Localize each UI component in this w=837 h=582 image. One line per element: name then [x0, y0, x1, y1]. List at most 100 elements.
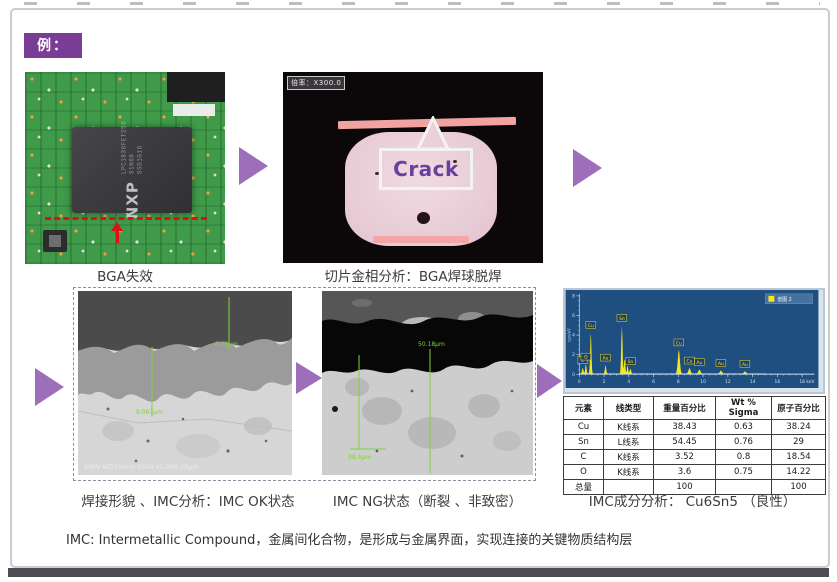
- speck: [375, 172, 379, 175]
- plot-background: [565, 290, 819, 388]
- peak-label: Sn: [616, 314, 628, 322]
- chip-brand-logo: NXP: [123, 181, 141, 220]
- chip-marking-line: SSD1G16: [136, 145, 144, 175]
- table-cell: 18.54: [771, 449, 826, 465]
- table-row: 总量 100 100: [563, 479, 826, 495]
- table-cell: K线系: [603, 464, 654, 480]
- svg-text:Au: Au: [696, 360, 702, 366]
- table-cell: 14.22: [771, 464, 826, 480]
- table-cell: 100: [771, 479, 826, 495]
- table-cell: Sn: [563, 434, 604, 450]
- top-crop-ticks: [24, 2, 820, 5]
- svg-text:6: 6: [652, 379, 655, 385]
- table-header-cell: 原子百分比: [771, 396, 826, 420]
- pcb-caption: BGA失效: [97, 269, 153, 285]
- table-cell: 3.6: [653, 464, 716, 480]
- sem-image-imc-ng: 38.4µm 50.18µm: [322, 291, 533, 475]
- bottom-divider-bar: [8, 568, 829, 577]
- peak-label: Cu: [585, 321, 596, 329]
- sem-group-border: [73, 287, 536, 481]
- flow-arrow-icon: [296, 362, 322, 394]
- table-cell: 0.63: [715, 419, 772, 435]
- table-cell: K线系: [603, 449, 654, 465]
- magnification-label: 倍率：X300.0: [287, 76, 346, 90]
- table-cell: O: [563, 464, 604, 480]
- table-cell: 29: [771, 434, 826, 450]
- svg-text:4: 4: [627, 379, 630, 385]
- svg-text:Au: Au: [742, 362, 748, 368]
- flow-arrow-icon: [573, 149, 602, 187]
- metallography-photo: 倍率：X300.0 Crack: [283, 72, 543, 263]
- metallography-caption: 切片金相分析：BGA焊球脱焊: [324, 269, 502, 285]
- sem-image-imc-ok: 8.04µm 9.067µm 20kV WD10mm SS40 x2,000 1…: [78, 291, 292, 475]
- flow-arrow-icon: [35, 368, 64, 406]
- svg-text:Au: Au: [603, 356, 609, 362]
- pad-bar-bottom: [373, 236, 469, 243]
- svg-text:4: 4: [572, 333, 575, 339]
- peak-label: Au: [600, 353, 611, 362]
- peak-label: Au: [739, 360, 751, 368]
- measurement-label: 50.18µm: [418, 341, 445, 348]
- example-badge: 例：: [24, 33, 82, 58]
- eds-spectrum-chart: 0 2 4 6 8 10 12 14 16 18 keV 0 2 4 6 8 cps/eV C O Cu Au Sn Sn C…: [563, 288, 825, 394]
- svg-text:6: 6: [572, 313, 575, 319]
- crack-pointer-icon: [415, 116, 451, 151]
- table-header-cell: 重量百分比: [653, 396, 716, 420]
- svg-text:0: 0: [578, 379, 581, 385]
- table-cell: Cu: [563, 419, 604, 435]
- table-header-cell: 元素: [563, 396, 604, 420]
- table-cell: 38.24: [771, 419, 826, 435]
- x-axis-unit: keV: [806, 379, 814, 385]
- svg-text:14: 14: [750, 379, 756, 385]
- svg-text:O: O: [584, 355, 588, 361]
- chip-marking-line: S1N69: [128, 153, 136, 175]
- crack-label: Crack: [393, 157, 459, 181]
- crack-callout: Crack: [379, 148, 473, 190]
- table-row: C K线系 3.52 0.8 18.54: [563, 449, 826, 465]
- pcb-component: [43, 230, 67, 252]
- svg-text:10: 10: [700, 379, 706, 385]
- speck: [453, 160, 457, 163]
- svg-text:谱图 2: 谱图 2: [777, 296, 791, 303]
- svg-text:8: 8: [677, 379, 680, 385]
- axes: 0 2 4 6 8 10 12 14 16 18 keV 0 2 4 6 8 cps/eV: [566, 293, 815, 385]
- flow-arrow-icon: [537, 364, 562, 398]
- svg-text:Sn: Sn: [619, 316, 625, 322]
- svg-text:16: 16: [775, 379, 781, 385]
- bga-chip: NXP LPC1830FET256 S1N69 SSD1G16: [72, 121, 192, 219]
- table-row: O K线系 3.6 0.75 14.22: [563, 464, 826, 480]
- table-cell: L线系: [603, 434, 654, 450]
- measurement-label: 8.04µm: [215, 341, 238, 348]
- table-cell: 0.8: [715, 449, 772, 465]
- pcb-photo: NXP LPC1830FET256 S1N69 SSD1G16: [25, 72, 225, 264]
- table-header-cell: 线类型: [603, 396, 654, 420]
- peak-label: Au: [694, 358, 705, 366]
- svg-text:C: C: [581, 358, 584, 364]
- y-axis-label: cps/eV: [566, 328, 571, 342]
- eds-caption: IMC成分分析： Cu6Sn5 （良性）: [588, 494, 797, 510]
- table-cell: 0.76: [715, 434, 772, 450]
- chip-marking: LPC1830FET256 S1N69 SSD1G16: [121, 121, 144, 174]
- failure-pointer-arrow-icon: [111, 222, 123, 231]
- measurement-label: 38.4µm: [348, 454, 371, 461]
- svg-text:2: 2: [572, 352, 575, 358]
- imc-definition-note: IMC: Intermetallic Compound，金属间化合物，是形成与金…: [66, 533, 633, 548]
- legend: 谱图 2: [765, 293, 813, 304]
- table-cell: 54.45: [653, 434, 716, 450]
- svg-text:Sn: Sn: [628, 359, 634, 365]
- svg-text:Cu: Cu: [676, 340, 682, 346]
- failure-pointer-arrow-stem: [116, 231, 119, 243]
- peak-label: Cu: [684, 356, 695, 365]
- eds-composition-table: 元素 线类型 重量百分比 Wt % Sigma 原子百分比 Cu K线系 38.43 0.63 3…: [563, 396, 826, 495]
- svg-text:12: 12: [725, 379, 731, 385]
- table-cell: 0.75: [715, 464, 772, 480]
- void-defect: [417, 212, 430, 224]
- failure-location-dashed-line: [45, 217, 207, 220]
- table-cell: 38.43: [653, 419, 716, 435]
- eds-spectrum-svg: 0 2 4 6 8 10 12 14 16 18 keV02468cps/eVCOCuAuSnSnC…: [565, 290, 819, 388]
- peak-label: Cu: [673, 338, 684, 346]
- table-cell: 100: [653, 479, 716, 495]
- table-cell: 3.52: [653, 449, 716, 465]
- chip-marking-line: LPC1830FET256: [120, 120, 128, 175]
